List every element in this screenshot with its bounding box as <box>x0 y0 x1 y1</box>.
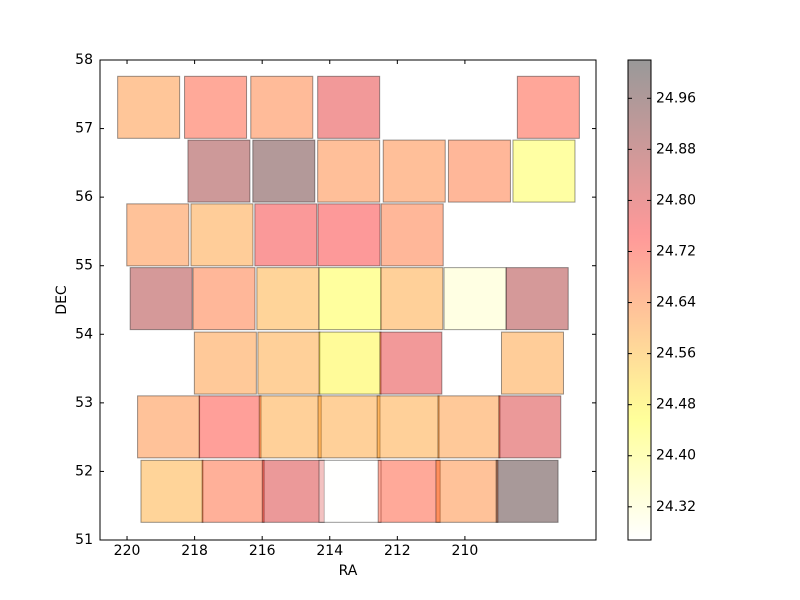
tile <box>382 139 446 203</box>
colorbar-tick-label: 24.56 <box>656 346 696 362</box>
colorbar-tick-label: 24.64 <box>656 295 696 311</box>
y-tick-label: 57 <box>75 121 93 137</box>
y-tick-label: 58 <box>75 52 93 68</box>
tile <box>192 267 256 331</box>
tile <box>257 331 321 395</box>
tile <box>190 203 254 267</box>
tile <box>495 459 559 523</box>
x-tick-label: 218 <box>181 543 208 559</box>
tile <box>447 139 511 203</box>
tile <box>117 75 181 139</box>
tile <box>498 395 562 459</box>
tile <box>318 267 382 331</box>
tile <box>261 459 325 523</box>
tile <box>198 395 262 459</box>
tile <box>140 459 204 523</box>
tile <box>256 267 320 331</box>
x-tick-label: 216 <box>249 543 276 559</box>
tile <box>184 75 248 139</box>
colorbar-tick-label: 24.40 <box>656 448 696 464</box>
x-tick-label: 214 <box>316 543 343 559</box>
tile <box>317 203 381 267</box>
colorbar-tick-label: 24.32 <box>656 499 696 515</box>
tile <box>193 331 257 395</box>
plot-frame <box>99 59 597 541</box>
tile <box>250 75 314 139</box>
tile <box>258 395 322 459</box>
colorbar-tick-label: 24.88 <box>656 141 696 157</box>
tile <box>317 75 381 139</box>
tile <box>129 267 193 331</box>
y-axis-label: DEC <box>54 285 70 315</box>
colorbar-tick-label: 24.72 <box>656 243 696 259</box>
tile <box>505 267 569 331</box>
tile <box>512 139 576 203</box>
tile <box>201 459 265 523</box>
y-tick-label: 54 <box>75 326 93 342</box>
colorbar <box>627 59 652 541</box>
tile <box>377 459 441 523</box>
tile <box>318 459 382 523</box>
y-tick-label: 55 <box>75 258 93 274</box>
tile <box>317 395 381 459</box>
x-tick-label: 210 <box>452 543 479 559</box>
y-tick-label: 51 <box>75 532 93 548</box>
tile <box>126 203 190 267</box>
tile <box>379 331 443 395</box>
tile <box>435 459 499 523</box>
tile <box>137 395 201 459</box>
tile <box>516 75 580 139</box>
tile <box>380 203 444 267</box>
tile <box>500 331 564 395</box>
x-axis-label: RA <box>339 563 358 579</box>
tile <box>187 139 251 203</box>
y-tick-label: 52 <box>75 463 93 479</box>
colorbar-tick-label: 24.96 <box>656 90 696 106</box>
y-tick-label: 56 <box>75 189 93 205</box>
tile <box>376 395 440 459</box>
y-tick-label: 53 <box>75 395 93 411</box>
colorbar-tick-label: 24.80 <box>656 192 696 208</box>
tile <box>254 203 318 267</box>
tile <box>252 139 316 203</box>
tile <box>380 267 444 331</box>
x-tick-label: 212 <box>384 543 411 559</box>
tile <box>437 395 501 459</box>
tile <box>318 331 382 395</box>
colorbar-tick-label: 24.48 <box>656 397 696 413</box>
tile <box>443 267 507 331</box>
tile <box>317 139 381 203</box>
x-tick-label: 220 <box>114 543 141 559</box>
